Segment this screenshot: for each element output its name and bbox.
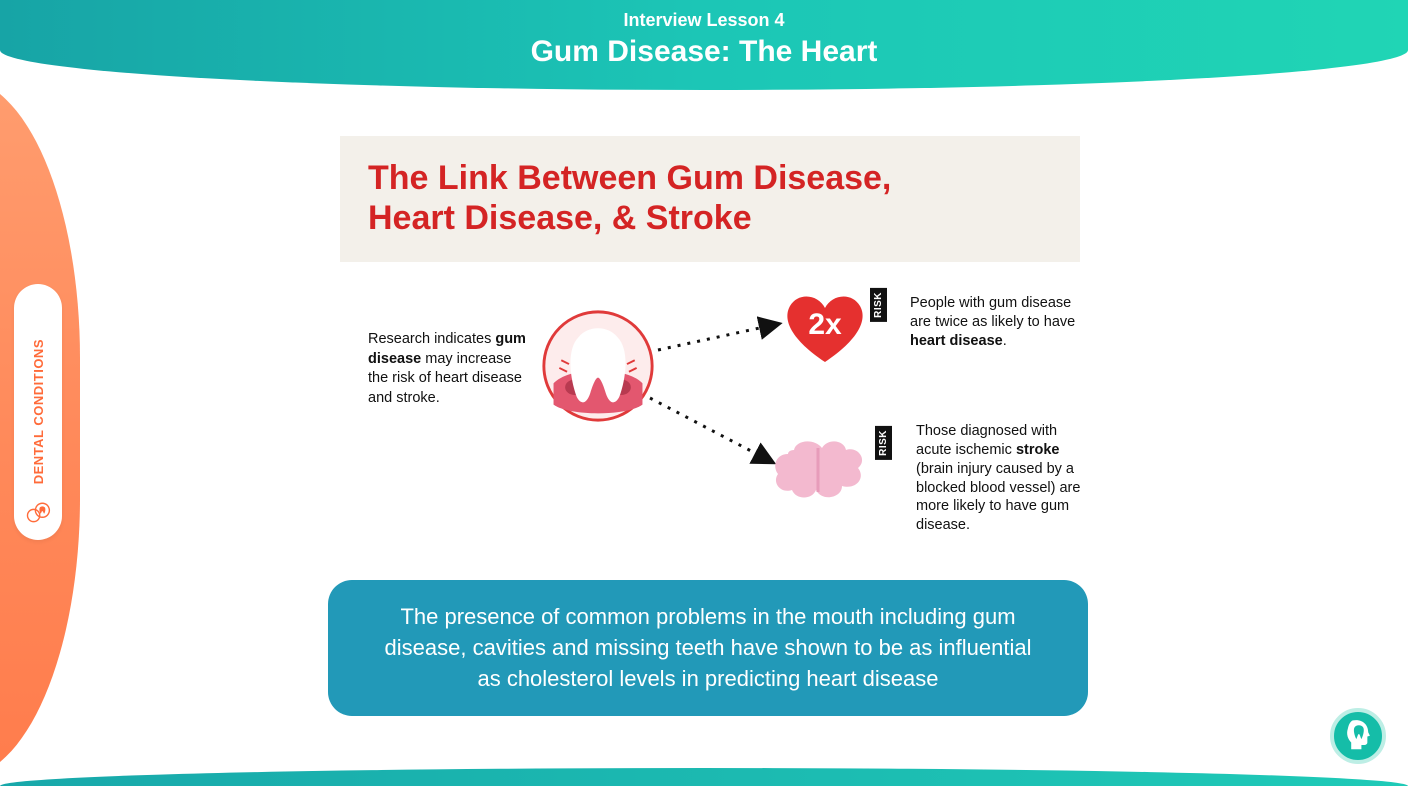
content-area: The Link Between Gum Disease, Heart Dise… [96,90,1312,766]
callout-box: The presence of common problems in the m… [328,580,1088,716]
brain-risk-label: RISK [875,426,892,460]
callout-text: The presence of common problems in the m… [385,604,1032,691]
infographic-title-box: The Link Between Gum Disease, Heart Dise… [340,136,1080,262]
heart-text: People with gum disease are twice as lik… [910,294,1080,351]
infographic-diagram: Research indicates gum disease may incre… [340,290,1100,560]
brain-risk-arrow: RISK [875,426,892,460]
brain-icon [768,436,872,506]
heart-2x-text: 2x [808,308,842,341]
header-eyebrow: Interview Lesson 4 [0,0,1408,31]
dental-chat-icon [24,498,52,526]
research-text: Research indicates gum disease may incre… [368,330,528,408]
tooth-head-icon [1341,717,1375,756]
heart-text-post: . [1003,333,1007,349]
research-text-pre: Research indicates [368,331,495,347]
side-tab-dental-conditions[interactable]: DENTAL CONDITIONS [14,284,62,540]
heart-risk-label: RISK [870,288,887,322]
header-title: Gum Disease: The Heart [0,35,1408,69]
heart-2x-icon: 2x [780,290,870,366]
side-tab-label: DENTAL CONDITIONS [31,339,46,484]
heart-risk-arrow: RISK [870,288,887,322]
brain-text-post: (brain injury caused by a blocked blood … [916,461,1080,534]
footer-band [0,768,1408,786]
infographic-title-line2: Heart Disease, & Stroke [368,198,1052,238]
slide-stage: Interview Lesson 4 Gum Disease: The Hear… [0,0,1408,786]
brain-text: Those diagnosed with acute ischemic stro… [916,422,1094,535]
header-band: Interview Lesson 4 Gum Disease: The Hear… [0,0,1408,90]
heart-text-bold: heart disease [910,333,1003,349]
infographic-title-line1: The Link Between Gum Disease, [368,158,1052,198]
heart-text-pre: People with gum disease are twice as lik… [910,295,1075,330]
tooth-icon [540,308,656,424]
tooth-head-button[interactable] [1330,708,1386,764]
brain-text-bold: stroke [1016,442,1060,458]
